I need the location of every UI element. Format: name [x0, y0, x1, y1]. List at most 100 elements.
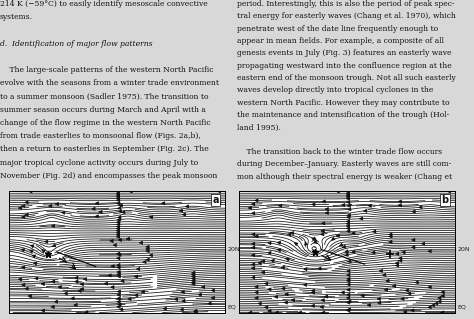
FancyArrowPatch shape [95, 202, 99, 205]
FancyArrowPatch shape [348, 300, 351, 303]
FancyArrowPatch shape [104, 282, 108, 285]
FancyArrowPatch shape [347, 270, 350, 272]
FancyArrowPatch shape [143, 260, 146, 263]
FancyArrowPatch shape [286, 258, 289, 261]
FancyArrowPatch shape [399, 257, 402, 260]
FancyArrowPatch shape [118, 253, 121, 256]
FancyArrowPatch shape [182, 299, 185, 302]
FancyArrowPatch shape [312, 203, 315, 206]
Text: period. Interestingly, this is also the period of peak spec-: period. Interestingly, this is also the … [237, 0, 455, 8]
FancyArrowPatch shape [146, 248, 149, 250]
FancyArrowPatch shape [264, 306, 268, 309]
FancyArrowPatch shape [25, 201, 28, 204]
FancyArrowPatch shape [277, 241, 281, 244]
FancyArrowPatch shape [398, 204, 401, 207]
FancyArrowPatch shape [71, 297, 74, 300]
Text: 20N: 20N [457, 247, 470, 252]
FancyArrowPatch shape [117, 199, 120, 202]
FancyArrowPatch shape [345, 250, 348, 253]
Text: 20N: 20N [228, 247, 240, 252]
FancyArrowPatch shape [294, 242, 298, 246]
FancyArrowPatch shape [346, 309, 349, 312]
FancyArrowPatch shape [255, 199, 258, 202]
FancyArrowPatch shape [117, 197, 119, 200]
FancyArrowPatch shape [99, 211, 102, 213]
FancyArrowPatch shape [303, 284, 307, 286]
FancyArrowPatch shape [412, 210, 415, 213]
FancyArrowPatch shape [252, 242, 255, 245]
FancyArrowPatch shape [118, 238, 121, 241]
Text: propagating westward into the confluence region at the: propagating westward into the confluence… [237, 62, 452, 70]
FancyArrowPatch shape [252, 276, 255, 279]
Text: eastern end of the monsoon trough. Not all such easterly: eastern end of the monsoon trough. Not a… [237, 74, 456, 82]
Text: waves develop directly into tropical cyclones in the: waves develop directly into tropical cyc… [237, 86, 433, 94]
Text: EQ: EQ [228, 304, 236, 309]
FancyArrowPatch shape [117, 195, 119, 198]
FancyArrowPatch shape [192, 280, 195, 284]
FancyArrowPatch shape [252, 246, 255, 249]
FancyArrowPatch shape [261, 260, 264, 263]
FancyArrowPatch shape [118, 216, 121, 219]
FancyArrowPatch shape [313, 250, 317, 253]
FancyArrowPatch shape [360, 217, 363, 220]
FancyArrowPatch shape [30, 250, 33, 253]
FancyArrowPatch shape [402, 251, 405, 254]
FancyArrowPatch shape [58, 286, 62, 289]
FancyArrowPatch shape [32, 255, 36, 258]
FancyArrowPatch shape [268, 288, 271, 291]
FancyArrowPatch shape [192, 275, 195, 278]
FancyArrowPatch shape [51, 305, 54, 308]
FancyArrowPatch shape [411, 309, 414, 312]
FancyArrowPatch shape [438, 300, 441, 303]
FancyArrowPatch shape [347, 216, 350, 219]
FancyArrowPatch shape [346, 222, 349, 225]
FancyArrowPatch shape [447, 190, 450, 193]
FancyArrowPatch shape [346, 296, 350, 300]
FancyArrowPatch shape [255, 235, 258, 238]
FancyArrowPatch shape [412, 246, 415, 249]
FancyArrowPatch shape [279, 204, 282, 207]
FancyArrowPatch shape [347, 204, 351, 207]
FancyArrowPatch shape [389, 235, 392, 238]
FancyArrowPatch shape [28, 294, 31, 298]
FancyArrowPatch shape [52, 244, 56, 247]
FancyArrowPatch shape [258, 262, 261, 264]
Text: then a return to easterlies in September (Fig. 2c). The: then a return to easterlies in September… [0, 145, 209, 153]
FancyArrowPatch shape [218, 190, 220, 193]
FancyArrowPatch shape [146, 249, 149, 253]
FancyArrowPatch shape [395, 264, 399, 267]
FancyArrowPatch shape [111, 264, 114, 268]
FancyArrowPatch shape [336, 234, 339, 237]
FancyArrowPatch shape [118, 206, 121, 210]
Text: EQ: EQ [457, 304, 466, 309]
FancyArrowPatch shape [92, 207, 95, 210]
FancyArrowPatch shape [117, 225, 119, 228]
Text: b: b [441, 195, 448, 205]
FancyArrowPatch shape [117, 271, 120, 273]
FancyArrowPatch shape [274, 295, 278, 299]
FancyArrowPatch shape [139, 241, 143, 244]
FancyArrowPatch shape [137, 267, 140, 271]
FancyArrowPatch shape [348, 260, 351, 263]
FancyArrowPatch shape [322, 311, 325, 314]
FancyArrowPatch shape [119, 204, 122, 207]
FancyArrowPatch shape [81, 288, 83, 291]
FancyArrowPatch shape [252, 203, 255, 206]
FancyArrowPatch shape [180, 308, 183, 311]
FancyArrowPatch shape [42, 249, 46, 253]
FancyArrowPatch shape [117, 252, 120, 255]
FancyArrowPatch shape [55, 300, 57, 303]
FancyArrowPatch shape [389, 240, 392, 243]
FancyArrowPatch shape [117, 266, 120, 269]
FancyArrowPatch shape [185, 205, 189, 208]
FancyArrowPatch shape [386, 279, 389, 282]
FancyArrowPatch shape [339, 243, 343, 246]
FancyArrowPatch shape [383, 273, 386, 277]
FancyArrowPatch shape [18, 278, 22, 281]
FancyArrowPatch shape [198, 293, 201, 296]
FancyArrowPatch shape [428, 306, 431, 309]
FancyArrowPatch shape [321, 299, 324, 302]
FancyArrowPatch shape [149, 254, 153, 257]
FancyArrowPatch shape [25, 213, 28, 216]
FancyArrowPatch shape [181, 290, 184, 293]
